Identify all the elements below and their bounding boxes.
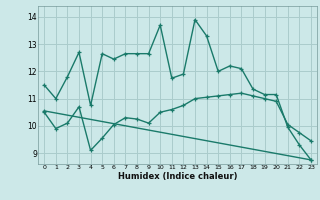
X-axis label: Humidex (Indice chaleur): Humidex (Indice chaleur) [118, 172, 237, 181]
